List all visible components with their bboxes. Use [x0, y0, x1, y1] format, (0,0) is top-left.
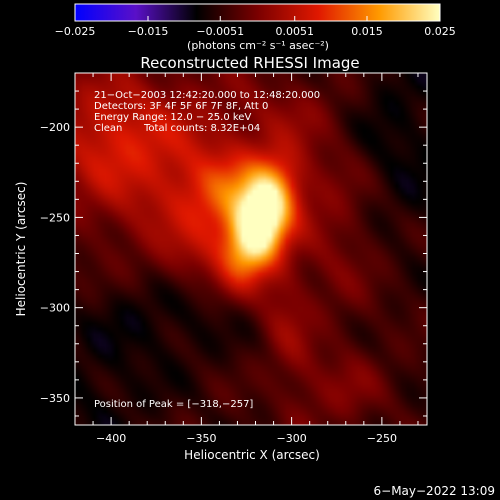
x-tick-label: −250 [367, 432, 397, 445]
annotation-total-counts: Total counts: 8.32E+04 [143, 123, 260, 134]
annotation-time-range: 21−Oct−2003 12:42:20.000 to 12:48:20.000 [94, 90, 320, 101]
plot-area: −400 −350 −300 −250 −200 −250 −300 −350 [40, 72, 428, 445]
y-tick-label: −350 [40, 392, 70, 405]
chart-title: Reconstructed RHESSI Image [140, 54, 359, 72]
colorbar-tick-label: 0.015 [351, 25, 383, 38]
colorbar-gradient [74, 3, 441, 22]
colorbar: −0.025 −0.015 −0.0051 0.0051 0.015 0.025 (pho… [55, 3, 456, 52]
colorbar-unit-label: (photons cm⁻² s⁻¹ asec⁻²) [187, 39, 329, 52]
colorbar-tick-label: 0.025 [424, 25, 456, 38]
x-axis-label: Heliocentric X (arcsec) [184, 448, 320, 462]
plot-frame [74, 72, 428, 426]
colorbar-tick-label: −0.025 [55, 25, 96, 38]
footer-date: 6−May−2022 13:09 [374, 484, 496, 498]
annotation-energy: Energy Range: 12.0 − 25.0 keV [94, 112, 251, 123]
colorbar-tick-label: −0.015 [128, 25, 169, 38]
colorbar-tick-label: 0.0051 [275, 25, 314, 38]
y-axis-label: Heliocentric Y (arcsec) [14, 182, 28, 317]
x-tick-label: −300 [277, 432, 307, 445]
annotation-method: Clean [94, 123, 122, 134]
y-tick-label: −200 [40, 121, 70, 134]
annotations: 21−Oct−2003 12:42:20.000 to 12:48:20.000… [94, 90, 320, 410]
annotation-peak: Position of Peak = [−318,−257] [94, 399, 253, 410]
y-tick-label: −300 [40, 302, 70, 315]
heatmap-image [75, 73, 427, 425]
x-tick-label: −350 [186, 432, 216, 445]
y-tick-label: −250 [40, 211, 70, 224]
x-tick-label: −400 [96, 432, 126, 445]
colorbar-tick-label: −0.0051 [196, 25, 244, 38]
annotation-detectors: Detectors: 3F 4F 5F 6F 7F 8F, Att 0 [94, 101, 268, 112]
